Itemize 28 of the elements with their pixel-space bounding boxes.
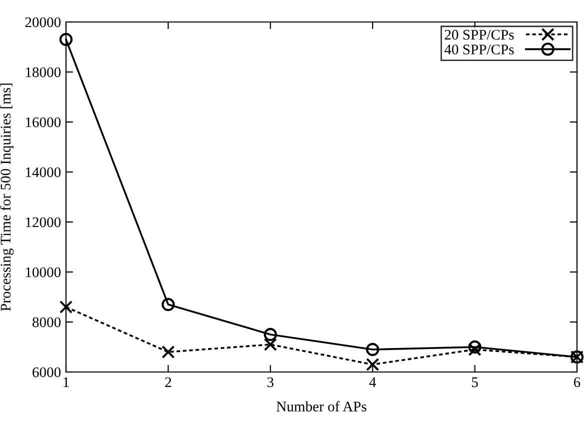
point — [59, 32, 73, 46]
x-tick-label: 6 — [574, 377, 580, 388]
y-tick-label: 16000 — [26, 117, 61, 128]
point — [468, 340, 482, 354]
point — [264, 338, 277, 352]
y-tick-label: 14000 — [26, 167, 61, 178]
y-tick-label: 6000 — [32, 367, 61, 378]
point — [366, 342, 380, 356]
point — [366, 358, 380, 372]
x-tick-label: 2 — [165, 377, 172, 387]
y-tick-label: 8000 — [32, 317, 61, 328]
y-tick-label: 18000 — [26, 67, 61, 78]
point — [162, 345, 175, 359]
x-tick-label: 3 — [267, 377, 274, 388]
point — [162, 298, 175, 312]
point — [468, 342, 482, 356]
y-tick-label: 20000 — [25, 17, 61, 28]
point — [264, 328, 277, 342]
x-tick-label: 4 — [369, 377, 376, 387]
x-tick-label: 1 — [64, 377, 69, 387]
x-axis-title: Number of APs — [276, 401, 366, 412]
legend-label: 40 SPP/CPs — [444, 44, 514, 54]
y-tick-label: 12000 — [26, 217, 61, 228]
y-axis-title: Processing Time for 500 Inquiries [ms] — [0, 84, 14, 312]
legend-label: 20 SPP/CPs — [444, 30, 514, 40]
point — [59, 300, 73, 314]
y-tick-label: 10000 — [26, 267, 61, 278]
x-tick-label: 5 — [472, 377, 478, 388]
